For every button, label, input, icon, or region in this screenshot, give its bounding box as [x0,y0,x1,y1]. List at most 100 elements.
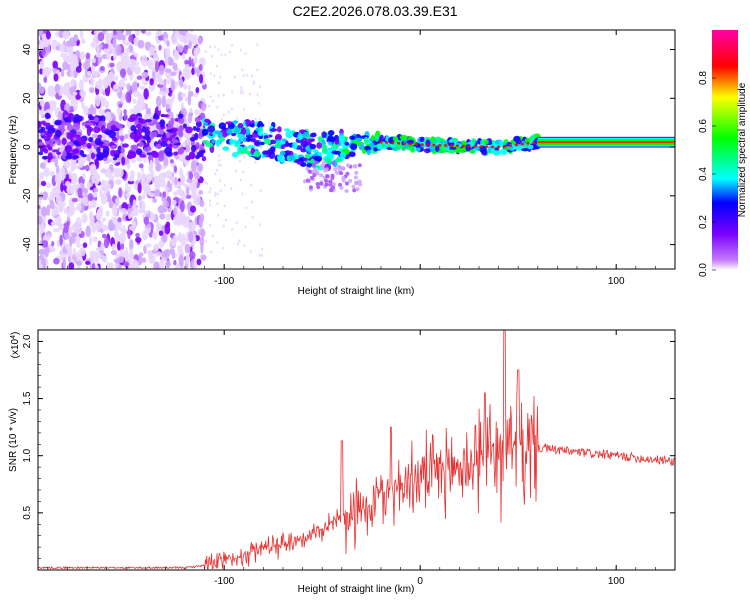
heatmap-cell [117,241,121,251]
heatmap-cell [331,182,336,187]
heatmap-cell [189,205,197,213]
heatmap-cell [155,163,162,172]
heatmap-cell [153,243,160,252]
heatmap-cell [41,240,49,248]
heatmap-cell [281,138,287,142]
heatmap-cell [246,73,249,77]
heatmap-cell [135,236,142,243]
heatmap-cell [154,60,159,73]
heatmap-cell [47,127,56,134]
heatmap-cell [51,241,55,247]
heatmap-cell [38,86,45,94]
heatmap-cell [81,121,87,126]
heatmap-cell [147,59,154,70]
heatmap-cell [91,191,98,198]
top-x-axis-label: Height of straight line (km) [298,286,415,297]
heatmap-cell [123,108,127,115]
heatmap-cell [50,221,58,226]
heatmap-cell [90,214,95,226]
heatmap-cell [258,101,261,105]
heatmap-cell [152,198,158,203]
heatmap-cell [305,178,310,183]
heatmap-cell [373,146,378,152]
heatmap-cell [258,117,261,121]
heatmap-cell [95,173,101,184]
heatmap-cell [269,128,278,132]
heatmap-cell [93,187,99,193]
heatmap-cell [201,156,207,162]
heatmap-cell [300,148,307,153]
heatmap-cell [260,254,263,258]
heatmap-cell [414,142,418,146]
heatmap-cell [101,217,107,222]
heatmap-cell [214,172,217,176]
heatmap-cell [339,185,344,190]
heatmap-cell [253,150,261,158]
heatmap-cell [66,132,74,140]
heatmap-cell [194,108,201,117]
heatmap-cell [49,170,55,177]
heatmap-cell [96,146,101,154]
heatmap-cell [70,70,74,78]
heatmap-cell [90,104,94,112]
heatmap-cell [209,199,212,203]
heatmap-cell [156,251,162,257]
heatmap-cell [197,163,204,172]
heatmap-cell [88,136,94,143]
heatmap-cell [132,206,139,217]
heatmap-cell [128,34,134,44]
heatmap-cell [76,164,80,170]
heatmap-cell [370,134,375,141]
heatmap-cell [103,237,110,249]
heatmap-cell [38,82,42,90]
heatmap-cell [110,216,118,223]
heatmap-cell [38,258,42,267]
heatmap-cell [53,228,60,233]
heatmap-cell [325,174,330,179]
heatmap-cell [117,256,125,264]
heatmap-cell [130,158,137,164]
heatmap-cell [121,143,129,148]
heatmap-cell [172,130,177,137]
heatmap-cell [189,107,193,114]
heatmap-cell [171,34,178,45]
heatmap-cell [346,163,351,168]
heatmap-cell [189,251,196,260]
heatmap-cell [147,122,156,126]
heatmap-cell [251,215,254,219]
heatmap-cell [260,145,263,149]
heatmap-cell [172,62,178,71]
heatmap-cell [44,112,51,120]
heatmap-cell [218,158,221,162]
heatmap-cell [402,142,407,146]
heatmap-cell [72,247,76,255]
heatmap-cell [95,224,101,232]
heatmap-cell [188,35,194,41]
heatmap-cell [200,231,206,237]
heatmap-cell [158,172,166,182]
heatmap-cell [135,91,141,96]
heatmap-cell [128,263,133,269]
heatmap-cell [173,207,177,216]
heatmap-cell [135,232,140,238]
heatmap-cell [38,248,46,256]
heatmap-cell [126,83,131,92]
heatmap-cell [188,151,196,160]
heatmap-cell [158,90,165,96]
heatmap-cell [160,141,168,147]
heatmap-cell [101,233,107,239]
heatmap-cell [39,162,46,170]
heatmap-cell [90,65,96,73]
heatmap-cell [143,210,149,215]
heatmap-cell [198,217,203,229]
heatmap-cell [140,167,145,173]
heatmap-cell [121,34,126,41]
heatmap-cell [85,52,91,60]
heatmap-cell [280,157,285,165]
heatmap-cell [57,110,64,121]
heatmap-cell [245,206,248,210]
heatmap-cell [98,78,103,89]
heatmap-cell [149,78,154,86]
heatmap-cell [220,53,223,57]
heatmap-cell [198,189,204,195]
